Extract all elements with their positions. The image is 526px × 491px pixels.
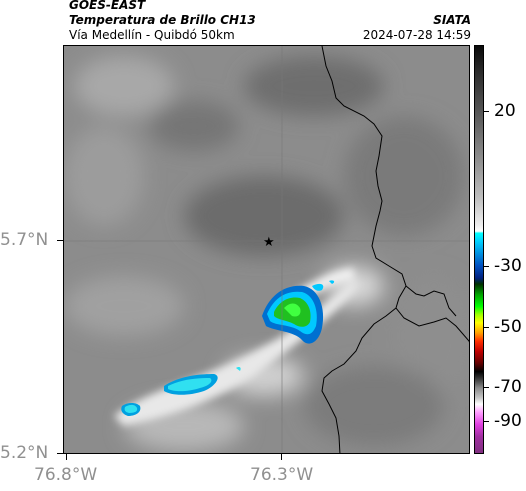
cloud-texture — [64, 56, 469, 451]
department-border — [321, 46, 469, 343]
star-icon: ★ — [263, 235, 275, 250]
colorbar-tick-minus30 — [484, 266, 489, 267]
agency-label: SIATA — [433, 13, 471, 27]
y-tick-5.7 — [57, 240, 63, 241]
lat-label-5.2: 5.2°N — [0, 443, 49, 463]
secondary-border — [321, 307, 397, 453]
map-imagery: ★ — [64, 46, 469, 453]
lon-label-76.8: 76.8°W — [34, 465, 98, 485]
colorbar-tick-20 — [484, 111, 489, 112]
colorbar-tick-minus90 — [484, 421, 489, 422]
temperature-colorbar — [474, 45, 484, 454]
lon-label-76.3: 76.3°W — [250, 465, 314, 485]
satellite-title: GOES-EAST — [69, 0, 146, 12]
region-label: Vía Medellín - Quibdó 50km — [69, 28, 235, 42]
y-tick-5.2 — [57, 453, 63, 454]
lat-label-5.7: 5.7°N — [0, 230, 49, 250]
x-tick-76.3 — [281, 454, 282, 460]
colorbar-label-minus30: -30 — [494, 256, 522, 276]
colorbar-tick-minus70 — [484, 387, 489, 388]
timestamp-label: 2024-07-28 14:59 — [362, 28, 471, 42]
secondary-border-2 — [405, 285, 457, 317]
cyan-cloud-patches — [121, 367, 241, 416]
satellite-map[interactable]: ★ — [63, 45, 470, 454]
colorbar-label-minus90: -90 — [494, 411, 522, 431]
cold-cloud-core — [262, 280, 335, 344]
product-title: Temperatura de Brillo CH13 — [69, 13, 256, 27]
colorbar-label-minus70: -70 — [494, 377, 522, 397]
x-tick-76.8 — [66, 454, 67, 460]
colorbar-label-minus50: -50 — [494, 317, 522, 337]
colorbar-label-20: 20 — [494, 101, 516, 121]
colorbar-tick-minus50 — [484, 327, 489, 328]
